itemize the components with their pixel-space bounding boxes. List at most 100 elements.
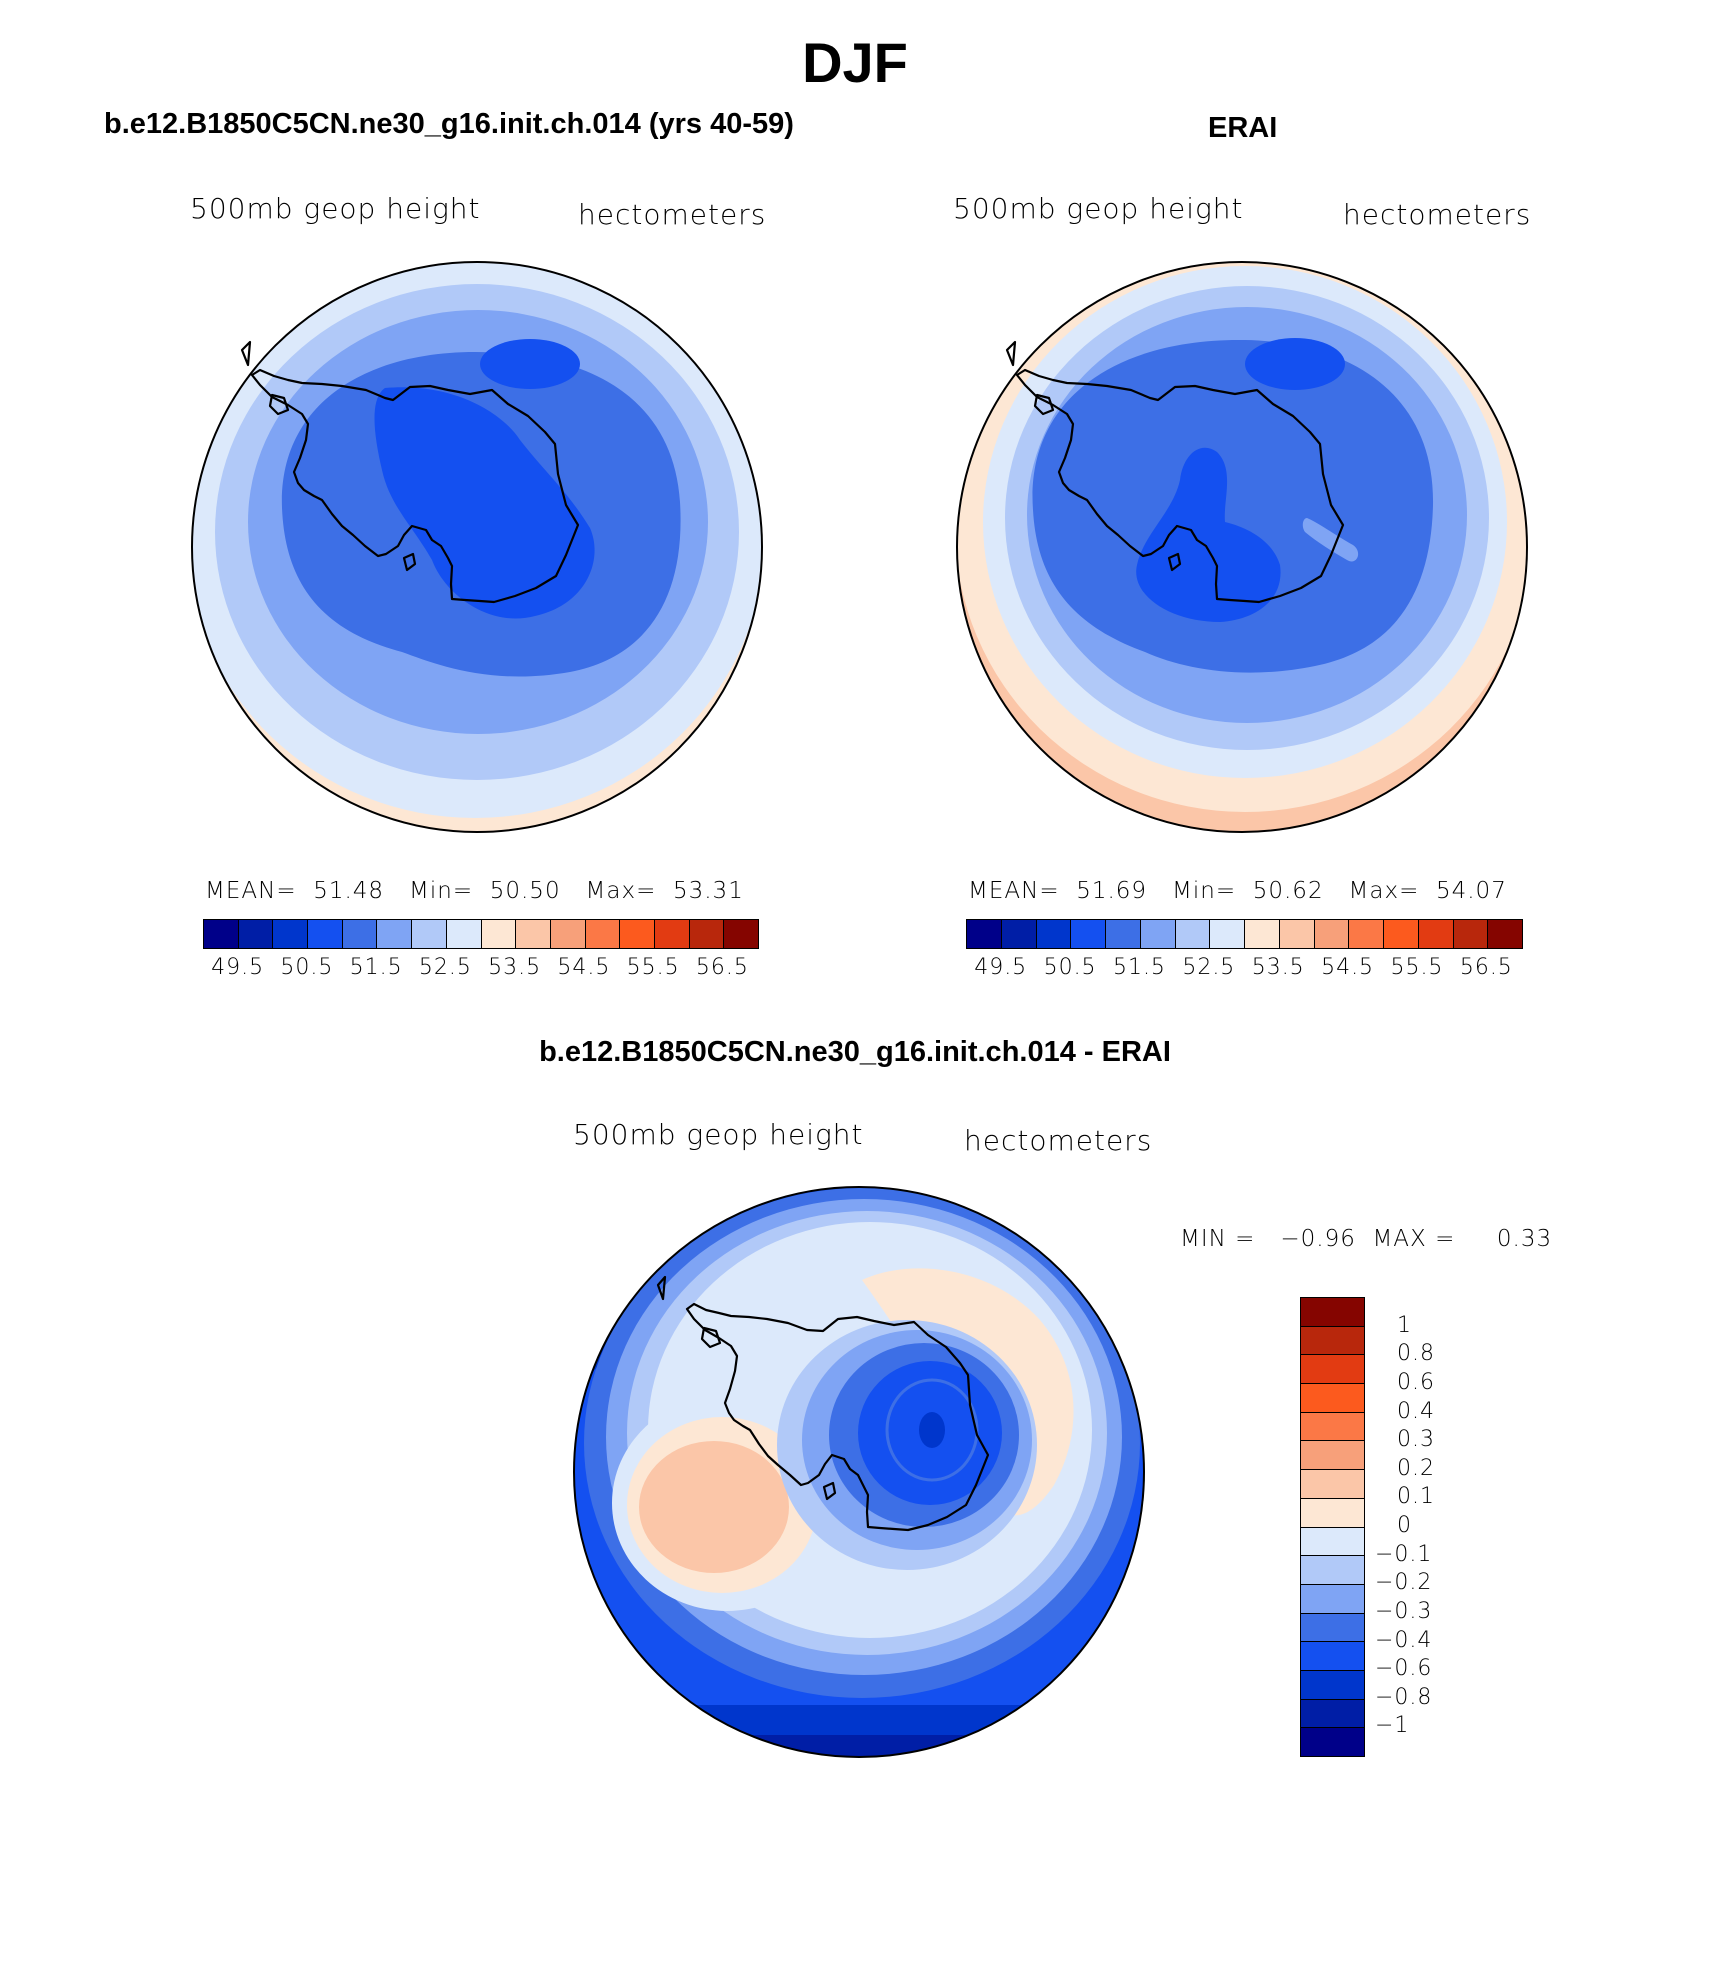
difference-variable-label: 500mb geop height <box>573 1118 864 1151</box>
erai-variable-label: 500mb geop height <box>953 192 1244 225</box>
colorbar-box <box>1301 1584 1364 1614</box>
erai-mean-label: MEAN= <box>968 878 1060 904</box>
colorbar-tick-label: 0.3 <box>1397 1427 1435 1453</box>
colorbar-tick-label: 55.5 <box>626 955 680 980</box>
colorbar-box <box>1301 1699 1364 1729</box>
colorbar-box <box>724 920 758 948</box>
colorbar-box <box>1488 920 1522 948</box>
colorbar-tick-label: 53.5 <box>1251 955 1305 980</box>
difference-colorbar <box>1300 1297 1365 1757</box>
model-max-label: Max= <box>585 878 657 904</box>
colorbar-box <box>446 920 482 948</box>
colorbar-box <box>342 920 378 948</box>
colorbar-box <box>1384 920 1419 948</box>
erai-stats: MEAN= 51.69 Min= 50.62 Max= 54.07 <box>968 878 1507 904</box>
erai-max-label: Max= <box>1348 878 1420 904</box>
colorbar-box <box>308 920 343 948</box>
erai-min-value: 50.62 <box>1252 878 1324 904</box>
colorbar-box <box>412 920 447 948</box>
colorbar-box <box>1301 1384 1364 1413</box>
colorbar-box <box>516 920 551 948</box>
colorbar-tick-label: −1 <box>1375 1713 1410 1739</box>
erai-mean-value: 51.69 <box>1076 878 1148 904</box>
colorbar-tick-label: 54.5 <box>557 955 611 980</box>
colorbar-box <box>1279 920 1315 948</box>
colorbar-tick-label: −0.2 <box>1375 1570 1433 1596</box>
erai-colorbar-ticks: 49.5 50.5 51.5 52.5 53.5 54.5 55.5 56.5 <box>966 955 1521 985</box>
colorbar-tick-label: −0.8 <box>1375 1684 1433 1710</box>
colorbar-tick-label: 49.5 <box>974 955 1028 980</box>
colorbar-box <box>1301 1527 1364 1557</box>
difference-panel-title: b.e12.B1850C5CN.ne30_g16.init.ch.014 - E… <box>539 1036 1171 1068</box>
erai-colorbar <box>966 919 1523 949</box>
colorbar-tick-label: −0.1 <box>1375 1541 1433 1567</box>
colorbar-box <box>620 920 655 948</box>
colorbar-box <box>238 920 274 948</box>
difference-colorbar-labels: 1 0.8 0.6 0.4 0.3 0.2 0.1 0 −0.1 −0.2 −0.3 −0.4 −0.6… <box>1375 1297 1475 1755</box>
colorbar-box <box>967 920 1002 948</box>
colorbar-tick-label: 50.5 <box>280 955 334 980</box>
colorbar-tick-label: −0.4 <box>1375 1627 1433 1653</box>
colorbar-tick-label: 53.5 <box>488 955 542 980</box>
main-title: DJF <box>802 31 908 94</box>
colorbar-box <box>1071 920 1106 948</box>
colorbar-box <box>1453 920 1489 948</box>
colorbar-box <box>1140 920 1176 948</box>
model-stats: MEAN= 51.48 Min= 50.50 Max= 53.31 <box>205 878 744 904</box>
colorbar-box <box>377 920 413 948</box>
colorbar-box <box>1210 920 1245 948</box>
model-min-label: Min= <box>409 878 474 904</box>
model-polar-map <box>191 261 763 833</box>
colorbar-tick-label: 49.5 <box>211 955 265 980</box>
colorbar-box <box>1301 1498 1364 1528</box>
colorbar-box <box>1301 1470 1364 1499</box>
colorbar-box <box>550 920 586 948</box>
colorbar-tick-label: 51.5 <box>1112 955 1166 980</box>
colorbar-box <box>1418 920 1454 948</box>
colorbar-tick-label: −0.3 <box>1375 1598 1433 1624</box>
colorbar-tick-label: 50.5 <box>1043 955 1097 980</box>
colorbar-box <box>654 920 690 948</box>
model-variable-label: 500mb geop height <box>190 192 481 225</box>
colorbar-box <box>1245 920 1280 948</box>
colorbar-tick-label: 0.1 <box>1397 1484 1435 1510</box>
colorbar-tick-label: 0.8 <box>1397 1341 1435 1367</box>
colorbar-box <box>1001 920 1037 948</box>
colorbar-tick-label: 0 <box>1397 1513 1412 1538</box>
model-mean-value: 51.48 <box>313 878 385 904</box>
colorbar-tick-label: 0.4 <box>1397 1398 1435 1424</box>
model-mean-label: MEAN= <box>205 878 297 904</box>
colorbar-box <box>1106 920 1141 948</box>
colorbar-tick-label: −0.6 <box>1375 1656 1433 1682</box>
colorbar-box <box>1301 1441 1364 1471</box>
model-min-value: 50.50 <box>489 878 561 904</box>
erai-units-label: hectometers <box>1343 198 1532 231</box>
erai-max-value: 54.07 <box>1435 878 1507 904</box>
colorbar-box <box>1301 1298 1364 1327</box>
erai-min-label: Min= <box>1172 878 1237 904</box>
colorbar-box <box>1301 1728 1364 1756</box>
difference-polar-map <box>573 1186 1145 1758</box>
colorbar-tick-label: 52.5 <box>1182 955 1236 980</box>
colorbar-box <box>1036 920 1072 948</box>
colorbar-tick-label: 54.5 <box>1321 955 1375 980</box>
colorbar-box <box>1349 920 1384 948</box>
colorbar-tick-label: 55.5 <box>1390 955 1444 980</box>
colorbar-tick-label: 0.2 <box>1397 1455 1435 1481</box>
colorbar-tick-label: 56.5 <box>695 955 749 980</box>
colorbar-box <box>689 920 725 948</box>
colorbar-tick-label: 0.6 <box>1397 1369 1435 1395</box>
colorbar-box <box>585 920 621 948</box>
colorbar-box <box>1301 1613 1364 1643</box>
colorbar-tick-label: 56.5 <box>1459 955 1513 980</box>
model-units-label: hectometers <box>578 198 767 231</box>
colorbar-box <box>1301 1412 1364 1442</box>
colorbar-box <box>1301 1642 1364 1671</box>
erai-panel-title: ERAI <box>1208 112 1278 144</box>
colorbar-box <box>204 920 239 948</box>
colorbar-tick-label: 52.5 <box>418 955 472 980</box>
model-colorbar <box>203 919 759 949</box>
colorbar-tick-label: 1 <box>1397 1312 1412 1338</box>
colorbar-box <box>1314 920 1350 948</box>
colorbar-box <box>1301 1556 1364 1585</box>
